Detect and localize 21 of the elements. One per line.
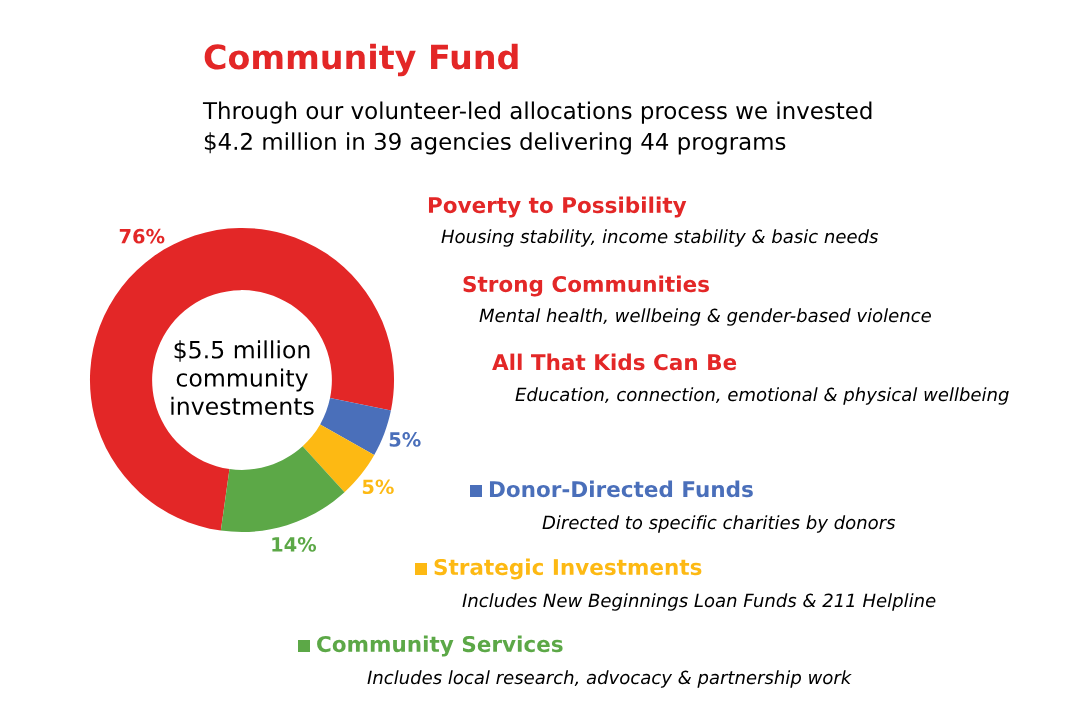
text: Includes local research, advocacy & partnership work xyxy=(367,670,852,688)
legend-label: Strategic Investments xyxy=(434,558,702,580)
text: Poverty to Possibility xyxy=(428,196,687,218)
legend-label: Donor-Directed Funds xyxy=(489,480,753,498)
donut-slice xyxy=(220,446,345,533)
text: Education, connection, emotional & physical wellbeing xyxy=(515,387,1009,405)
legend-label: Community Services xyxy=(317,635,563,657)
text: Mental health, wellbeing & gender-based violence xyxy=(479,308,931,326)
data-label: 76% xyxy=(119,228,165,244)
data-label: 5% xyxy=(362,479,394,495)
chart-subtitle: Through our volunteer-led allocations process we invested $4.2 million in 39 agencies delivering 44 programs xyxy=(202,101,872,155)
donut-slice xyxy=(320,398,391,456)
text: Directed to specific charities by donors xyxy=(542,515,896,533)
text: $5.5 million community investments xyxy=(171,340,314,416)
data-label: 14% xyxy=(272,537,317,552)
text: Housing stability, income stability & basic needs xyxy=(441,229,879,247)
chart-title: Community Fund xyxy=(204,43,518,77)
text: Includes New Beginnings Loan Funds & 211 Helpline xyxy=(462,593,936,611)
data-label: 5% xyxy=(389,432,421,447)
text: All That Kids Can Be xyxy=(492,353,737,371)
text: Strong Communities xyxy=(463,275,709,297)
